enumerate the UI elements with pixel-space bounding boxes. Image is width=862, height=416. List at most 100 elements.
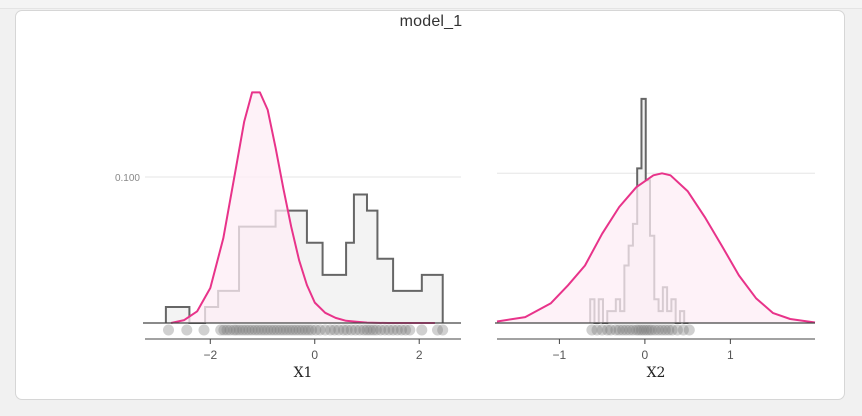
x-axis-title: X2 <box>647 365 666 381</box>
rug-point-24 <box>281 324 292 336</box>
rug-point-16 <box>643 324 655 336</box>
rug-point-25 <box>677 324 689 336</box>
rug-point-47 <box>367 324 379 336</box>
rug-point-9 <box>234 324 245 336</box>
panel-x2: −1 0 1 X2 <box>495 97 816 381</box>
rug-point-13 <box>246 324 258 336</box>
rug-point-23 <box>277 324 289 336</box>
density-curve <box>496 172 816 324</box>
x-tick-label: 0 <box>642 348 649 362</box>
rug-point-36 <box>324 324 336 336</box>
rug-point-1 <box>181 324 193 336</box>
rug-point-32 <box>306 324 318 336</box>
rug-point-5 <box>221 324 233 336</box>
rug-point-16 <box>256 324 267 336</box>
rug-point-57 <box>416 324 428 336</box>
rug-point-17 <box>259 324 271 336</box>
rug-point-50 <box>379 324 391 336</box>
rug-point-12 <box>633 324 645 336</box>
x-tick-label: −1 <box>553 348 567 362</box>
rug-point-8 <box>230 324 242 336</box>
rug-point-3 <box>601 324 613 336</box>
rug-point-17 <box>646 324 658 336</box>
rug-point-13 <box>636 324 647 336</box>
rug-point-15 <box>252 324 264 336</box>
rug-point-20 <box>656 324 668 336</box>
rug-point-40 <box>341 324 353 336</box>
rug-point-42 <box>350 324 361 336</box>
rug-point-14 <box>638 324 650 336</box>
top-window-bar <box>0 0 862 9</box>
rug-point-2 <box>596 324 608 336</box>
rug-point-39 <box>338 324 349 336</box>
rug-point-26 <box>683 324 695 336</box>
rug-point-27 <box>290 324 302 336</box>
rug-point-1 <box>591 324 603 336</box>
rug-point-41 <box>345 324 357 336</box>
rug-point-53 <box>391 324 403 336</box>
rug-point-38 <box>333 324 345 336</box>
rug-point-25 <box>284 324 296 336</box>
rug-point-18 <box>649 324 661 336</box>
rug-point-21 <box>271 324 283 336</box>
rug-point-33 <box>310 324 322 336</box>
rug-point-14 <box>249 324 261 336</box>
rug-point-10 <box>627 324 639 336</box>
rug-point-30 <box>299 324 311 336</box>
rug-point-21 <box>659 324 671 336</box>
rug-point-8 <box>620 324 632 336</box>
rug-point-3 <box>215 324 227 336</box>
density-fill <box>171 92 435 324</box>
rug-point-51 <box>383 324 395 336</box>
rug-point-43 <box>354 324 366 336</box>
rug-point-5 <box>610 324 622 336</box>
rug-point-4 <box>218 324 230 336</box>
rug-point-29 <box>296 324 308 336</box>
rug-point-54 <box>396 324 407 336</box>
rug-point-20 <box>268 324 280 336</box>
rug-point-46 <box>364 324 376 336</box>
rug-point-52 <box>387 324 399 336</box>
rug-point-26 <box>287 324 299 336</box>
rug-point-35 <box>319 324 331 336</box>
chart-card <box>15 10 845 400</box>
rug-point-11 <box>630 324 642 336</box>
rug-point-37 <box>329 324 341 336</box>
density-fill <box>497 173 815 323</box>
y-tick-label: 0.100 <box>115 173 140 184</box>
rug-point-9 <box>624 324 635 336</box>
rug-point-0 <box>163 324 174 336</box>
rug-point-34 <box>314 324 326 336</box>
rug-point-22 <box>663 324 675 336</box>
x-tick-label: 2 <box>416 348 423 362</box>
rug-point-11 <box>240 324 252 336</box>
x-tick-label: 1 <box>727 348 734 362</box>
rug-point-22 <box>274 324 286 336</box>
rug-point-24 <box>671 324 683 336</box>
chart-title: model_1 <box>399 13 463 30</box>
rug-point-23 <box>666 324 678 336</box>
rug-point-6 <box>224 324 236 336</box>
rug-point-15 <box>641 324 653 336</box>
rug-point-19 <box>653 324 665 336</box>
rug-point-7 <box>617 324 629 336</box>
rug-point-19 <box>265 324 277 336</box>
rug-point-44 <box>358 324 370 336</box>
x-tick-label: −2 <box>203 348 217 362</box>
panel-x1: −2 0 2 0.100 X1 <box>115 91 461 381</box>
rug-point-45 <box>361 324 373 336</box>
rug-point-12 <box>243 324 255 336</box>
rug-point-55 <box>400 324 412 336</box>
rug-point-4 <box>605 324 617 336</box>
rug-point-2 <box>198 324 210 336</box>
rug-point-56 <box>404 324 416 336</box>
x-axis-title: X1 <box>294 365 313 381</box>
rug-point-58 <box>432 324 443 336</box>
rug-point-49 <box>375 324 387 336</box>
rug-point-48 <box>370 324 382 336</box>
rug-point-18 <box>262 324 274 336</box>
rug-point-6 <box>613 324 625 336</box>
rug-point-28 <box>293 324 305 336</box>
rug-point-0 <box>586 324 598 336</box>
